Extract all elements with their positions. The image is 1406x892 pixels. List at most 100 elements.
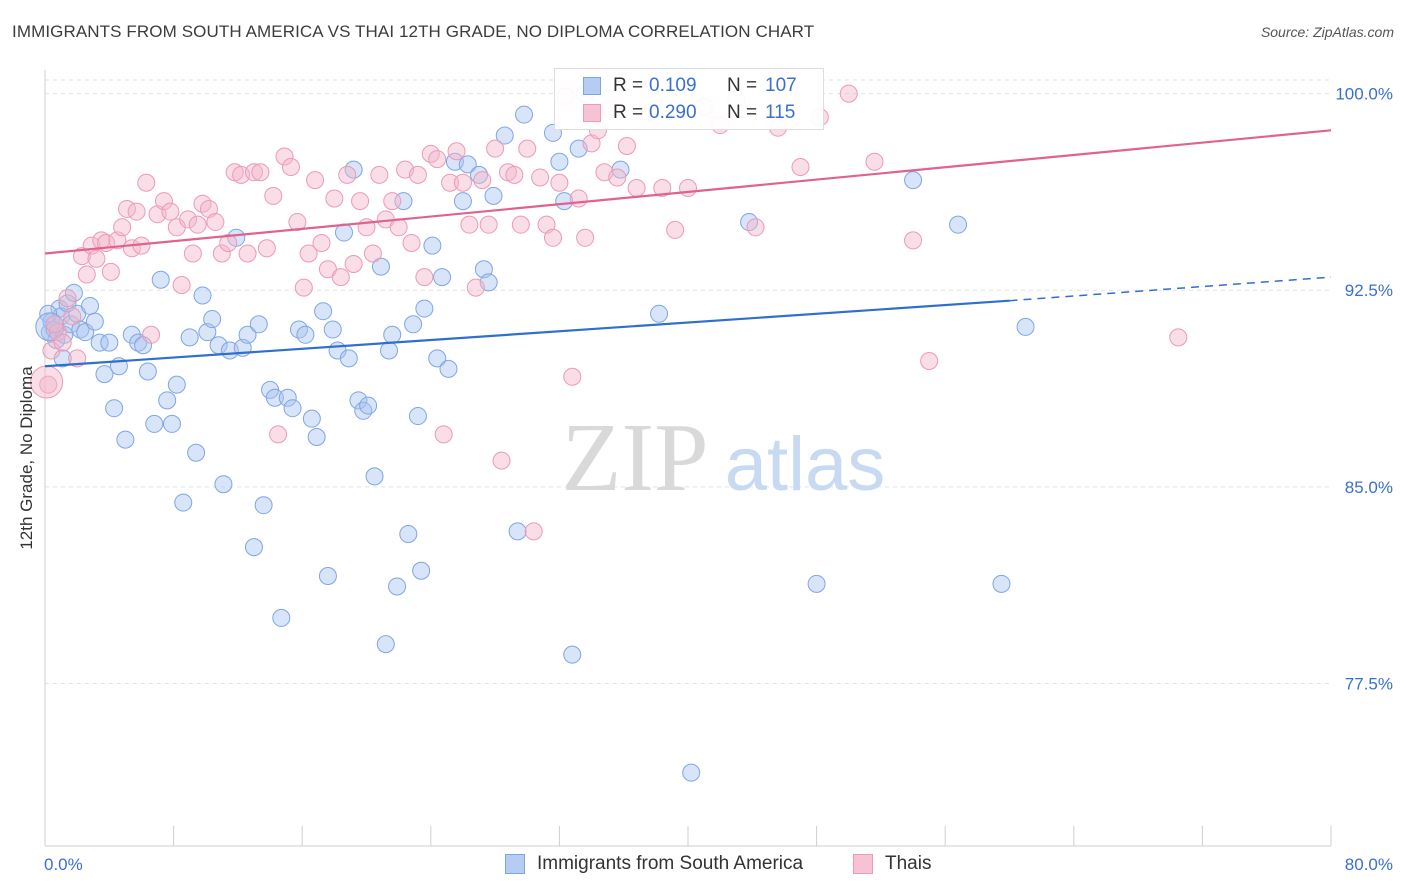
- data-point-thais: [142, 325, 161, 344]
- data-point-immigrants: [100, 333, 119, 352]
- data-point-immigrants: [39, 304, 58, 323]
- data-point-immigrants: [167, 375, 186, 394]
- trend-lines: [44, 129, 1332, 368]
- trend-line-thais: [44, 129, 1332, 255]
- data-point-thais: [576, 228, 595, 247]
- data-point-immigrants: [249, 315, 268, 334]
- data-point-thais: [39, 375, 58, 394]
- x-tick-label: 0.0%: [44, 855, 83, 874]
- y-tick-label: 85.0%: [1345, 478, 1393, 497]
- data-point-immigrants: [254, 496, 273, 515]
- data-point-immigrants: [265, 388, 284, 407]
- data-point-thais: [434, 425, 453, 444]
- data-point-immigrants: [272, 608, 291, 627]
- tick-labels: 77.5% 85.0% 92.5% 100.0% 0.0% 80.0%: [44, 85, 1393, 874]
- stats-row-thais: R = 0.290 N = 115: [555, 100, 823, 126]
- data-point-thais: [238, 244, 257, 263]
- data-point-thais: [428, 150, 447, 169]
- data-point-thais: [746, 218, 765, 237]
- y-axis-label: 12th Grade, No Diploma: [17, 366, 36, 550]
- data-point-thais: [679, 178, 697, 197]
- data-point-immigrants: [244, 538, 263, 557]
- data-point-thais: [68, 349, 87, 368]
- data-point-immigrants: [71, 320, 90, 339]
- data-point-thais: [288, 213, 307, 232]
- data-point-immigrants: [323, 320, 342, 339]
- data-point-immigrants: [203, 310, 222, 329]
- data-point-thais: [161, 202, 180, 221]
- data-point-thais: [550, 173, 569, 192]
- data-point-immigrants: [470, 165, 489, 184]
- data-point-immigrants: [116, 430, 135, 449]
- data-point-immigrants: [383, 325, 402, 344]
- trend-line-immigrants: [44, 299, 1010, 368]
- data-point-thais: [370, 165, 389, 184]
- data-point-thais: [531, 168, 550, 187]
- trend-line-immigrants-extension: [1009, 276, 1332, 302]
- data-point-immigrants: [359, 396, 378, 415]
- data-point-immigrants: [214, 475, 233, 494]
- data-point-thais: [281, 158, 300, 176]
- data-point-immigrants: [399, 525, 418, 544]
- data-point-immigrants: [682, 763, 701, 782]
- data-point-thais: [408, 165, 427, 184]
- data-point-thais: [154, 192, 173, 211]
- data-point-immigrants: [339, 349, 358, 368]
- data-point-thais: [344, 255, 363, 273]
- data-point-thais: [77, 265, 96, 284]
- data-point-immigrants: [388, 577, 407, 596]
- data-point-thais: [486, 139, 505, 158]
- data-point-immigrants: [458, 155, 477, 174]
- data-point-immigrants: [453, 192, 472, 211]
- data-point-thais: [363, 244, 382, 263]
- data-point-thais: [563, 367, 582, 386]
- data-point-thais: [63, 307, 82, 326]
- data-point-immigrants: [495, 126, 514, 145]
- data-point-immigrants: [992, 574, 1011, 593]
- legend-swatch-blue: [583, 77, 601, 95]
- data-point-thais: [58, 289, 77, 308]
- legend-label: Immigrants from South America: [537, 853, 804, 874]
- n-value: 107: [765, 75, 797, 96]
- data-point-thais: [383, 192, 402, 211]
- n-label: N =: [727, 102, 758, 123]
- y-tick-label: 92.5%: [1345, 281, 1393, 300]
- data-point-immigrants: [515, 105, 534, 124]
- data-point-immigrants: [949, 215, 968, 234]
- data-point-immigrants: [145, 414, 164, 433]
- data-point-thais: [312, 234, 331, 253]
- data-point-immigrants: [307, 428, 326, 447]
- data-point-immigrants: [807, 574, 826, 593]
- data-point-thais: [53, 333, 72, 352]
- series-legend: Immigrants from South America Thais: [0, 852, 1406, 878]
- data-point-thais: [172, 275, 191, 294]
- data-point-immigrants: [95, 365, 114, 384]
- watermark-zip: ZIP: [562, 404, 709, 512]
- data-point-thais: [331, 268, 350, 287]
- legend-swatch-pink: [583, 104, 601, 122]
- data-point-immigrants: [238, 325, 257, 344]
- data-point-thais: [460, 215, 479, 234]
- r-value: 0.109: [649, 75, 697, 96]
- data-point-immigrants: [550, 152, 569, 171]
- data-point-thais: [511, 215, 530, 234]
- data-point-thais: [505, 165, 524, 184]
- n-label: N =: [727, 75, 758, 96]
- stats-row-immigrants: R = 0.109 N = 107: [555, 73, 823, 99]
- data-point-immigrants: [1016, 317, 1035, 336]
- source-credit: Source: ZipAtlas.com: [1260, 24, 1394, 40]
- data-point-thais: [791, 158, 810, 176]
- data-point-thais: [206, 213, 225, 232]
- x-tick-label: 80.0%: [1345, 855, 1393, 874]
- data-point-immigrants: [81, 296, 100, 315]
- data-point-immigrants: [283, 399, 302, 418]
- data-point-immigrants: [174, 493, 193, 512]
- data-point-thais: [251, 163, 270, 182]
- data-point-thais: [617, 137, 636, 156]
- data-point-immigrants: [412, 561, 431, 580]
- data-point-thais: [257, 239, 276, 258]
- data-point-thais: [865, 152, 884, 171]
- data-point-immigrants: [151, 270, 170, 289]
- axes: [44, 70, 1332, 847]
